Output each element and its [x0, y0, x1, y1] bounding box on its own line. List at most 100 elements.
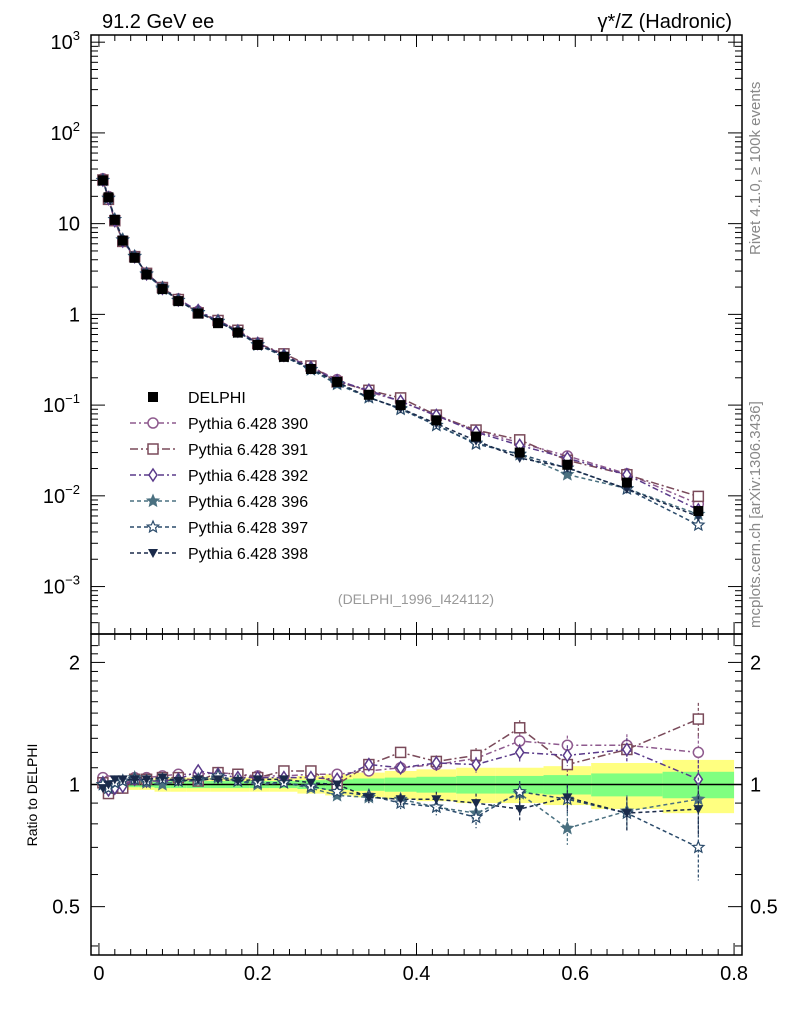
left-title: 91.2 GeV ee	[102, 11, 214, 33]
main-series-marker	[692, 490, 705, 503]
ratio-series-marker	[232, 777, 243, 787]
legend-label: Pythia 6.428 392	[188, 468, 308, 485]
ratio-series-marker	[363, 757, 374, 772]
ratio-series-marker	[621, 809, 632, 819]
ratio-plot-marks	[95, 702, 706, 881]
legend-marker	[147, 443, 159, 455]
ratio-series-marker	[305, 778, 316, 788]
ratio-series-marker	[109, 775, 120, 785]
ratio-series-marker	[693, 805, 704, 815]
data-point	[395, 400, 406, 411]
ratio-series-marker	[431, 755, 442, 771]
x-tick-label: 0.2	[244, 963, 272, 985]
ratio-tick-label-right: 2	[750, 652, 761, 674]
x-tick-label: 0.8	[720, 963, 748, 985]
y-tick-label: 10	[58, 214, 80, 236]
legend-data-label: DELPHI	[188, 390, 246, 407]
data-point	[141, 269, 152, 280]
main-series-marker	[691, 517, 706, 532]
data-point	[157, 284, 168, 295]
main-series-marker	[560, 467, 575, 481]
ratio-series-marker	[141, 775, 152, 785]
ratio-series-marker	[691, 839, 706, 854]
y-tick-label: 103	[51, 28, 80, 54]
ratio-series-marker	[514, 805, 525, 815]
ratio-series-marker	[173, 777, 184, 787]
main-series-line	[102, 180, 699, 516]
ratio-tick-label: 1	[69, 775, 80, 797]
data-point	[103, 192, 114, 203]
ratio-series-marker	[155, 776, 170, 791]
ratio-series-marker	[129, 775, 140, 785]
y-tick-label: 10−1	[43, 391, 80, 417]
ratio-tick-label-right: 0.5	[750, 897, 778, 919]
y-tick-label: 1	[69, 304, 80, 326]
ratio-series-marker	[278, 775, 289, 785]
legend: DELPHI Pythia 6.428 390 Pythia 6.428 391 Py…	[130, 390, 308, 563]
ratio-tick-label: 2	[69, 652, 80, 674]
ratio-series-marker	[213, 775, 224, 785]
data-point	[514, 447, 525, 458]
main-series-line	[102, 180, 699, 518]
legend-label: Pythia 6.428 396	[188, 494, 308, 511]
ratio-series-marker	[692, 746, 705, 759]
ratio-series-marker	[514, 745, 525, 760]
data-point	[97, 175, 108, 186]
right-title: γ*/Z (Hadronic)	[598, 11, 732, 33]
data-point	[252, 339, 263, 350]
data-point	[117, 235, 128, 246]
ratio-series-marker	[332, 780, 343, 790]
ratio-series-marker	[252, 775, 263, 785]
legend-marker	[147, 417, 159, 429]
legend-label: Pythia 6.428 398	[188, 546, 308, 563]
ratio-series-marker	[117, 775, 128, 785]
data-point	[278, 351, 289, 362]
ratio-series-marker	[329, 784, 345, 798]
data-point	[305, 363, 316, 374]
ratio-series-marker	[395, 795, 406, 805]
legend-label: Pythia 6.428 391	[188, 442, 308, 459]
ratio-series-marker	[431, 795, 442, 805]
legend-label: Pythia 6.428 390	[188, 416, 308, 433]
rivet-label: Rivet 4.1.0, ≥ 100k events	[747, 82, 764, 255]
ratio-series-marker	[562, 748, 573, 763]
legend-marker	[148, 549, 158, 558]
ratio-tick-label-right: 1	[750, 775, 761, 797]
ratio-series-marker	[468, 809, 484, 824]
ratio-series-marker	[562, 793, 573, 803]
main-series-line	[102, 179, 699, 511]
x-tick-label: 0.4	[403, 963, 431, 985]
ratio-series-marker	[193, 775, 204, 785]
watermark: (DELPHI_1996_I424112)	[338, 591, 494, 607]
ratio-series-marker	[363, 793, 374, 803]
data-point	[109, 214, 120, 225]
legend-label: Pythia 6.428 397	[188, 520, 308, 537]
data-point	[471, 431, 482, 442]
data-point	[363, 389, 374, 400]
data-point	[173, 296, 184, 307]
ratio-series-marker	[513, 722, 526, 734]
ratio-series-marker	[512, 784, 527, 798]
ratio-series-marker	[103, 780, 114, 790]
main-frame	[90, 34, 743, 635]
ratio-series-marker	[692, 713, 705, 725]
ratio-series-marker	[157, 773, 168, 783]
data-point	[332, 376, 343, 387]
y-tick-label: 10−2	[43, 482, 80, 508]
ratio-tick-label: 0.5	[52, 897, 80, 919]
legend-marker	[148, 467, 158, 483]
ratio-series-marker	[560, 820, 575, 835]
x-tick-label: 0	[93, 963, 104, 985]
ratio-series-marker	[621, 742, 632, 757]
legend-marker	[145, 493, 161, 508]
data-point	[693, 506, 704, 517]
main-series-line	[102, 180, 699, 526]
ratio-series-marker	[394, 746, 407, 759]
ratio-series-marker	[395, 760, 406, 776]
ratio-uncertainty-band	[91, 759, 742, 814]
data-point	[562, 459, 573, 470]
data-point	[232, 327, 243, 338]
y-tick-label: 102	[51, 119, 80, 145]
ratio-series-marker	[97, 784, 108, 794]
